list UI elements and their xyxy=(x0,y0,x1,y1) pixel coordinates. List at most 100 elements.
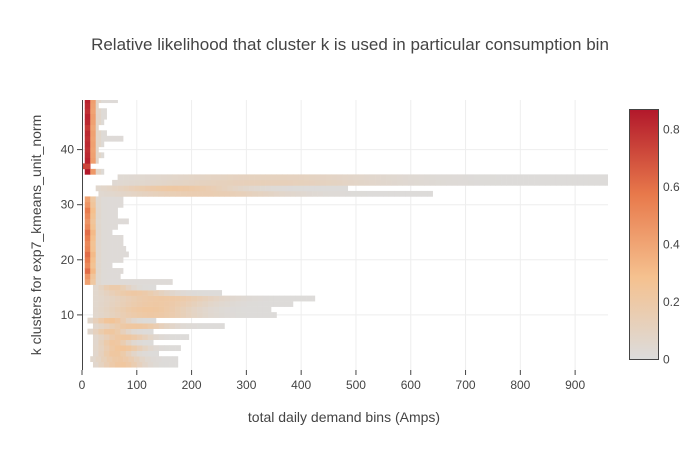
heatmap-cell xyxy=(106,262,113,269)
heatmap-cell xyxy=(84,146,91,153)
heatmap-cell xyxy=(202,323,209,329)
heatmap-cell xyxy=(175,190,181,197)
heatmap-cell xyxy=(216,185,223,192)
heatmap-cell xyxy=(147,328,154,335)
heatmap-cell xyxy=(325,174,332,181)
heatmap-cell xyxy=(114,345,121,352)
heatmap-cell xyxy=(394,190,401,197)
x-tick-label: 700 xyxy=(456,378,476,392)
cluster-row-32 xyxy=(98,190,433,197)
heatmap-cell xyxy=(131,295,138,302)
x-tick-label: 900 xyxy=(565,378,585,392)
heatmap-cell xyxy=(317,190,324,197)
heatmap-cell xyxy=(457,174,464,181)
heatmap-cell xyxy=(388,190,395,197)
cluster-row-14 xyxy=(92,290,223,296)
heatmap-cell xyxy=(95,251,102,258)
heatmap-cell xyxy=(103,339,110,346)
heatmap-cell xyxy=(347,179,354,186)
heatmap-cell xyxy=(208,290,214,296)
heatmap-cell xyxy=(213,190,220,197)
heatmap-cell xyxy=(484,179,491,186)
heatmap-cell xyxy=(109,301,116,307)
heatmap-cell xyxy=(169,323,176,329)
cluster-row-30 xyxy=(84,201,124,208)
heatmap-cell xyxy=(175,312,181,318)
heatmap-cell xyxy=(90,119,96,126)
heatmap-cell xyxy=(205,185,212,192)
heatmap-cell xyxy=(84,251,91,258)
cluster-row-18 xyxy=(84,268,124,274)
heatmap-cell xyxy=(583,179,590,186)
heatmap-cell xyxy=(95,201,102,208)
heatmap-cell xyxy=(95,279,102,285)
heatmap-cell xyxy=(103,290,110,296)
heatmap-cell xyxy=(534,174,540,181)
heatmap-cell xyxy=(134,174,140,181)
heatmap-cell xyxy=(413,179,420,186)
heatmap-cell xyxy=(399,190,406,197)
heatmap-cell xyxy=(125,190,132,197)
cluster-row-20 xyxy=(84,257,124,263)
heatmap-cell xyxy=(534,179,540,186)
heatmap-cell xyxy=(164,290,170,296)
heatmap-cell xyxy=(599,174,606,181)
heatmap-cell xyxy=(120,301,127,307)
colorbar-tick-label: 0 xyxy=(663,353,670,367)
heatmap-cell xyxy=(136,284,143,291)
heatmap-cell xyxy=(235,312,242,318)
heatmap-cell xyxy=(175,301,181,307)
heatmap-cell xyxy=(147,295,154,302)
heatmap-cell xyxy=(84,100,91,104)
heatmap-cell xyxy=(120,323,127,329)
heatmap-cell xyxy=(84,229,91,236)
heatmap-cell xyxy=(175,295,181,302)
heatmap-cell xyxy=(276,179,283,186)
heatmap-cell xyxy=(229,295,236,302)
heatmap-cell xyxy=(188,179,195,186)
heatmap-cell xyxy=(98,339,105,346)
heatmap-cell xyxy=(271,185,277,192)
heatmap-cell xyxy=(197,190,203,197)
heatmap-cell xyxy=(120,350,127,357)
heatmap-cell xyxy=(153,317,157,324)
heatmap-cell xyxy=(342,174,349,181)
heatmap-cell xyxy=(186,190,192,197)
heatmap-cell xyxy=(125,301,132,307)
cluster-row-46 xyxy=(84,113,107,120)
heatmap-cell xyxy=(257,190,264,197)
heatmap-cell xyxy=(90,146,96,153)
heatmap-cell xyxy=(292,185,299,192)
heatmap-cell xyxy=(446,179,453,186)
heatmap-cell xyxy=(290,190,296,197)
heatmap-cell xyxy=(95,207,102,214)
heatmap-cell xyxy=(101,240,107,247)
heatmap-cell xyxy=(131,339,138,346)
heatmap-cell xyxy=(142,345,149,352)
heatmap-cell xyxy=(95,229,102,236)
heatmap-cell xyxy=(218,295,225,302)
heatmap-cell xyxy=(95,185,102,192)
heatmap-cell xyxy=(90,229,96,236)
heatmap-cell xyxy=(364,174,370,181)
heatmap-cell xyxy=(164,190,170,197)
heatmap-cell xyxy=(112,240,118,247)
heatmap-cell xyxy=(169,290,176,296)
heatmap-cell xyxy=(103,306,110,313)
heatmap-cell xyxy=(468,174,475,181)
heatmap-cell xyxy=(169,306,176,313)
heatmap-cell xyxy=(106,273,113,280)
heatmap-cell xyxy=(186,290,192,296)
heatmap-cell xyxy=(188,174,195,181)
heatmap-cell xyxy=(101,185,107,192)
heatmap-cell xyxy=(84,135,91,142)
heatmap-cell xyxy=(334,190,340,197)
heatmap-cell xyxy=(205,179,212,186)
heatmap-cell xyxy=(372,190,379,197)
heatmap-cell xyxy=(402,179,409,186)
heatmap-cell xyxy=(84,196,91,203)
heatmap-cell xyxy=(112,251,118,258)
heatmap-cell xyxy=(429,174,436,181)
heatmap-cell xyxy=(342,179,349,186)
heatmap-cell xyxy=(268,295,275,302)
